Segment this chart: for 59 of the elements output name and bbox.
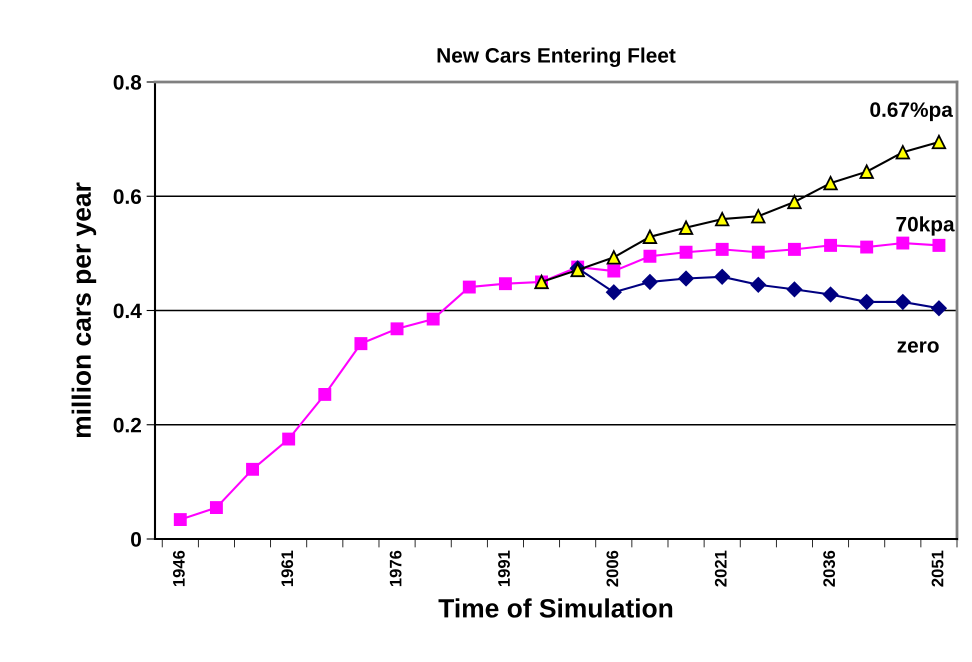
- point: [462, 280, 476, 294]
- point: [678, 270, 694, 286]
- point: [426, 312, 440, 326]
- chart-title: New Cars Entering Fleet: [438, 47, 676, 67]
- y-axis-title: million cars per year: [72, 182, 96, 438]
- point: [678, 220, 694, 235]
- x-axis-title: Time of Simulation: [438, 598, 672, 618]
- series-label: 70kpa: [896, 216, 955, 236]
- point: [606, 250, 621, 265]
- point: [642, 274, 658, 290]
- x-tick-label: 1946: [172, 550, 185, 586]
- point: [895, 294, 911, 310]
- point: [751, 209, 766, 224]
- series-label: zero: [898, 341, 939, 353]
- point: [354, 337, 368, 350]
- point: [390, 322, 404, 336]
- point: [174, 513, 187, 526]
- x-tick-label: 2021: [714, 550, 727, 587]
- point: [823, 176, 838, 190]
- point: [860, 240, 874, 254]
- point: [642, 230, 658, 244]
- point: [318, 388, 332, 401]
- x-tick-label: 1976: [390, 550, 402, 586]
- point: [282, 432, 296, 446]
- x-tick-label: 2006: [606, 550, 618, 587]
- point: [824, 238, 838, 252]
- y-tick-label: 0.6: [114, 189, 142, 204]
- y-tick-label: 0.2: [114, 418, 141, 433]
- point: [210, 501, 223, 514]
- x-tick-label: 1961: [281, 550, 294, 586]
- series-label: 0.67%pa: [870, 102, 953, 122]
- y-tick-label: 0: [131, 532, 141, 547]
- point: [715, 212, 730, 226]
- y-tick-label: 0.8: [114, 75, 142, 90]
- point: [896, 145, 910, 160]
- point: [787, 194, 802, 210]
- point: [750, 277, 766, 293]
- point: [822, 286, 838, 302]
- point: [788, 242, 801, 256]
- point: [716, 242, 729, 256]
- point: [680, 246, 693, 259]
- y-tick-label: 0.4: [114, 304, 142, 318]
- point: [752, 246, 765, 259]
- point: [932, 134, 946, 150]
- point: [714, 269, 730, 285]
- x-tick-label: 2036: [823, 550, 836, 587]
- point: [607, 264, 620, 278]
- point: [246, 462, 259, 476]
- point: [896, 236, 910, 250]
- x-tick-label: 1991: [498, 550, 510, 586]
- point: [858, 294, 874, 310]
- point: [931, 300, 947, 316]
- point: [643, 250, 656, 263]
- x-tick-label: 2051: [932, 550, 944, 587]
- point: [860, 164, 874, 179]
- point: [786, 282, 802, 298]
- point: [498, 277, 512, 290]
- point: [606, 284, 622, 300]
- point: [932, 238, 946, 252]
